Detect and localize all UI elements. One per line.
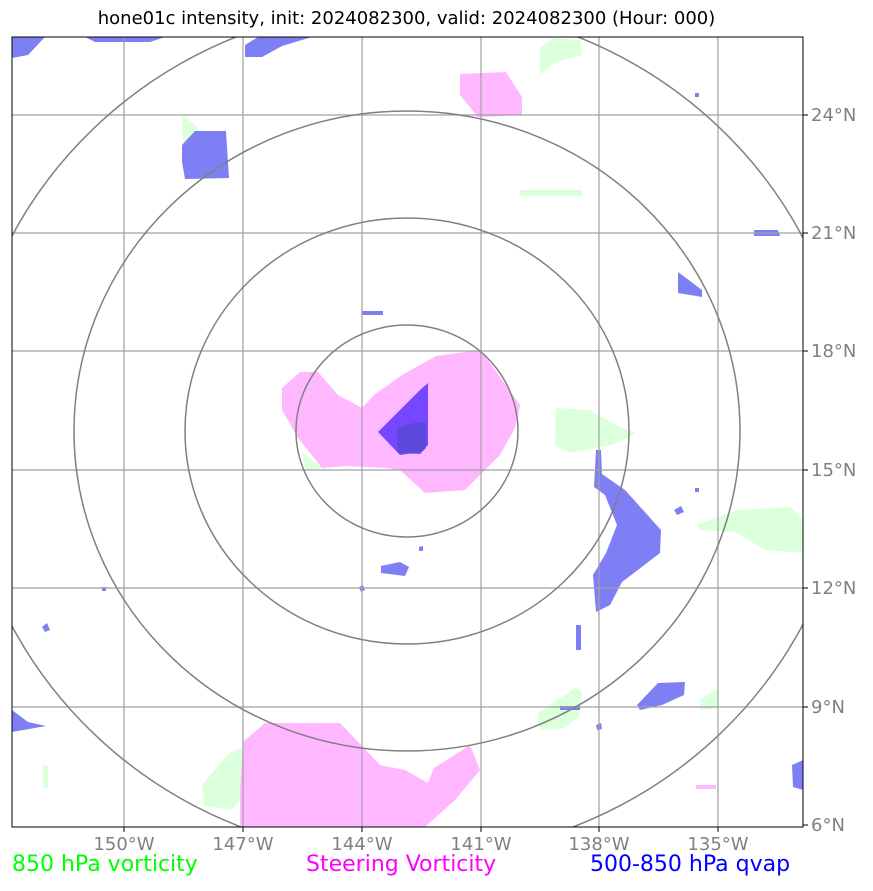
core-inner-region xyxy=(397,422,426,454)
lon-label: 135°W xyxy=(687,834,748,855)
qvap-region xyxy=(245,37,312,57)
vorticity-850-region xyxy=(302,452,322,470)
vorticity-850-region xyxy=(697,507,803,553)
vorticity-850-region xyxy=(540,38,582,75)
steering-vorticity-region xyxy=(240,723,480,827)
legend-850-vorticity: 850 hPa vorticity xyxy=(12,852,198,877)
longitude-labels: 150°W 147°W 144°W 141°W 138°W 135°W xyxy=(93,834,748,855)
lon-label: 150°W xyxy=(93,834,154,855)
vorticity-850-region xyxy=(43,765,48,788)
map-frame xyxy=(11,36,804,828)
lat-label: 12°N xyxy=(811,578,856,599)
map-content xyxy=(12,37,803,827)
axis-ticks xyxy=(123,114,808,832)
qvap-region xyxy=(12,37,45,58)
range-ring xyxy=(73,110,741,752)
qvap-region xyxy=(576,625,581,650)
steering-vorticity-regions xyxy=(240,72,716,827)
vorticity-850-region xyxy=(520,190,582,196)
qvap-region xyxy=(85,37,165,42)
vorticity-850-region xyxy=(700,688,718,710)
lat-label: 21°N xyxy=(811,223,856,244)
qvap-region xyxy=(12,710,46,732)
qvap-region xyxy=(678,272,702,297)
legend-qvap: 500-850 hPa qvap xyxy=(590,852,791,877)
latitude-labels: 24°N 21°N 18°N 15°N 12°N 9°N 6°N xyxy=(811,105,856,836)
map-title: hone01c intensity, init: 2024082300, val… xyxy=(97,8,716,29)
qvap-region xyxy=(419,546,423,551)
lat-label: 6°N xyxy=(811,815,845,836)
qvap-region xyxy=(593,450,661,612)
qvap-region xyxy=(42,623,50,632)
lon-label: 138°W xyxy=(568,834,629,855)
qvap-region xyxy=(637,682,685,710)
qvap-region xyxy=(792,760,803,790)
lat-label: 24°N xyxy=(811,105,856,126)
range-ring xyxy=(295,324,519,538)
vorticity-850-region xyxy=(555,408,636,453)
qvap-region xyxy=(362,311,383,315)
qvap-region xyxy=(695,488,699,492)
vorticity-850-region xyxy=(202,745,252,810)
lat-label: 9°N xyxy=(811,697,845,718)
graticule xyxy=(12,37,803,827)
lat-label: 18°N xyxy=(811,341,856,362)
lon-label: 141°W xyxy=(450,834,511,855)
qvap-regions xyxy=(12,37,803,790)
qvap-region xyxy=(674,506,684,515)
range-ring xyxy=(184,217,630,645)
steering-vorticity-region xyxy=(696,785,716,789)
lon-label: 144°W xyxy=(331,834,392,855)
lon-label: 147°W xyxy=(212,834,273,855)
qvap-region xyxy=(182,131,229,179)
qvap-region xyxy=(381,562,409,576)
steering-vorticity-region xyxy=(460,72,522,117)
range-rings xyxy=(12,37,803,827)
vorticity-850-regions xyxy=(43,38,803,810)
lat-label: 15°N xyxy=(811,460,856,481)
qvap-region xyxy=(695,93,699,97)
legend-steering-vorticity: Steering Vorticity xyxy=(306,852,497,877)
